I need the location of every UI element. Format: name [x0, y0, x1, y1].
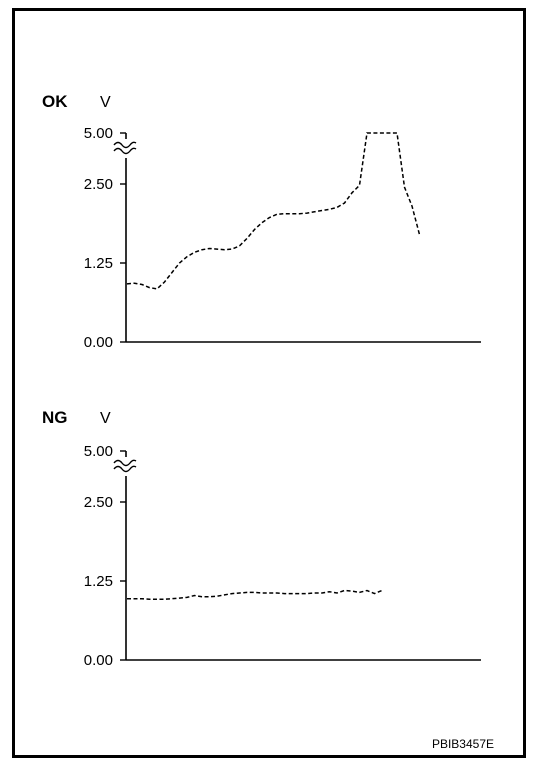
ytick-ng-5: 5.00	[84, 443, 113, 460]
series-line-ok	[126, 132, 421, 290]
axis-break-upper-ok	[113, 141, 137, 149]
ylabel-ok: V	[100, 94, 111, 111]
ytick-ng-0: 0.00	[84, 652, 113, 669]
ytick-ok-125: 1.25	[84, 255, 113, 272]
axis-break-lower-ok	[113, 147, 137, 155]
ylabel-ng: V	[100, 410, 111, 427]
panel-title-ok: OK	[42, 92, 68, 111]
ytick-ng-125: 1.25	[84, 573, 113, 590]
figure-frame	[12, 8, 526, 758]
axis-break-lower-ng	[113, 465, 137, 473]
ytick-ok-0: 0.00	[84, 334, 113, 351]
figure-code: PBIB3457E	[432, 737, 494, 751]
series-line-ng	[127, 589, 383, 601]
axis-break-upper-ng	[113, 459, 137, 467]
panel-title-ng: NG	[42, 408, 68, 427]
ytick-ok-250: 2.50	[84, 176, 113, 193]
ytick-ng-250: 2.50	[84, 494, 113, 511]
ytick-ok-5: 5.00	[84, 125, 113, 142]
